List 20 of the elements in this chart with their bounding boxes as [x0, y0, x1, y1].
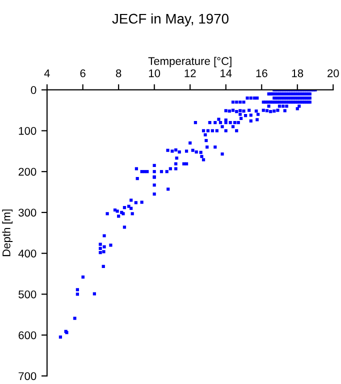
x-tick-label: 6 — [80, 69, 86, 78]
y-tick-label: 0 — [30, 86, 36, 94]
y-tick-label: 300 — [18, 208, 36, 217]
y-tick-label: 100 — [18, 126, 36, 135]
x-tick-label: 14 — [220, 69, 232, 78]
x-tick-label: 8 — [116, 69, 122, 78]
y-tick-label: 700 — [18, 372, 36, 380]
x-tick-label: 18 — [292, 69, 304, 78]
y-axis-title: Depth [m] — [2, 210, 13, 256]
x-tick-label: 16 — [256, 69, 268, 78]
x-tick-label: 10 — [149, 69, 160, 78]
x-axis-title: Temperature [°C] — [148, 56, 232, 68]
y-tick-label: 600 — [18, 331, 36, 340]
y-tick-label: 200 — [18, 168, 36, 176]
x-tick-label: 4 — [44, 69, 50, 78]
x-tick-label: 20 — [328, 69, 339, 78]
x-tick-label: 12 — [184, 69, 196, 78]
chart-title: JECF in May, 1970 — [112, 13, 228, 26]
y-tick-label: 500 — [18, 290, 36, 298]
y-tick-label: 400 — [18, 250, 36, 258]
